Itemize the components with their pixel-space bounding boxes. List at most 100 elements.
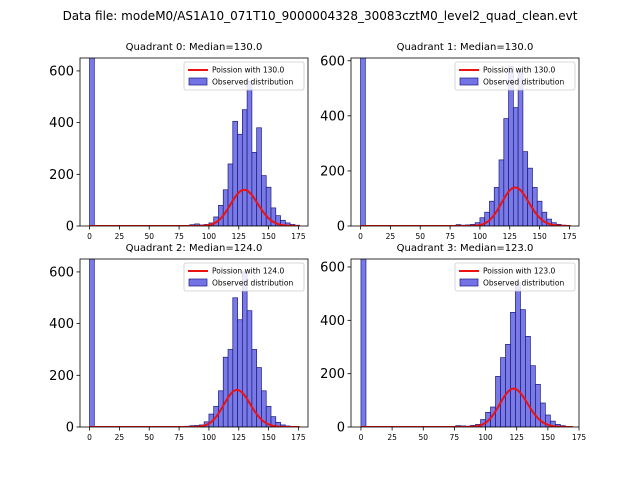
legend-bar-swatch xyxy=(188,77,208,86)
histogram-bar xyxy=(503,118,509,226)
histogram-bar xyxy=(237,319,243,427)
y-tick-label: 600 xyxy=(320,54,345,69)
y-tick-label: 0 xyxy=(66,421,74,436)
histogram-bar xyxy=(498,159,505,226)
histogram-bar xyxy=(522,151,529,226)
x-tick-label: 75 xyxy=(445,232,455,241)
histogram-bar xyxy=(525,335,531,427)
histogram-bar-zero xyxy=(360,58,366,226)
histogram-bar xyxy=(232,297,238,427)
histogram-bar-zero xyxy=(89,259,95,427)
legend-line-label: Poission with 124.0 xyxy=(212,267,285,276)
histogram-bar xyxy=(541,211,548,226)
panel-0: Quadrant 0: Median=130.0 0 200 400 600 0 25 50 7… xyxy=(49,42,309,241)
histogram-bar xyxy=(227,349,234,427)
legend-bar-label: Observed distribution xyxy=(483,279,564,288)
x-tick-label: 50 xyxy=(415,232,425,241)
x-tick-label: 100 xyxy=(478,433,493,442)
x-tick-label: 50 xyxy=(418,433,428,442)
histogram-bar xyxy=(222,356,229,427)
histogram-bar xyxy=(251,151,258,226)
y-tick-label: 600 xyxy=(49,265,74,280)
plot-area xyxy=(89,58,300,226)
x-tick-label: 75 xyxy=(174,232,184,241)
histogram-bar-zero xyxy=(89,58,95,226)
histogram-bar xyxy=(246,310,253,427)
histogram-bar xyxy=(227,163,234,226)
x-tick-label: 75 xyxy=(450,433,460,442)
x-tick-label: 50 xyxy=(144,232,154,241)
y-tick-label: 400 xyxy=(49,317,74,332)
x-tick-label: 175 xyxy=(572,433,587,442)
legend-bar-label: Observed distribution xyxy=(212,78,293,87)
panel-3: Quadrant 3: Median=123.0 0 200 400 600 0 25 50 7… xyxy=(320,243,587,442)
legend-bar-label: Observed distribution xyxy=(212,279,293,288)
x-tick-label: 125 xyxy=(503,232,518,241)
histogram-bar xyxy=(515,282,521,427)
legend-bar-swatch xyxy=(459,278,479,287)
figure-title: Data file: modeM0/AS1A10_071T10_90000043… xyxy=(63,9,578,23)
histogram-bar xyxy=(256,127,262,226)
histogram-bar xyxy=(241,271,248,427)
legend-box xyxy=(183,262,305,292)
legend-bar-swatch xyxy=(188,278,208,287)
y-tick-label: 0 xyxy=(337,421,345,436)
x-tick-label: 100 xyxy=(473,232,488,241)
histogram-bar xyxy=(505,343,511,427)
x-tick-label: 125 xyxy=(232,232,247,241)
legend: Poission with 123.0 Observed distribution xyxy=(454,262,576,292)
histogram-bar xyxy=(232,120,238,226)
axes-frame xyxy=(350,258,580,428)
x-tick-label: 75 xyxy=(174,433,184,442)
x-tick-label: 100 xyxy=(202,232,217,241)
legend-box xyxy=(454,61,576,91)
histogram-bar xyxy=(251,349,258,427)
axes-frame xyxy=(350,57,580,227)
panel-title: Quadrant 2: Median=124.0 xyxy=(126,243,263,254)
histogram-bar xyxy=(532,187,538,226)
x-tick-label: 25 xyxy=(386,232,396,241)
x-tick-label: 25 xyxy=(115,433,125,442)
legend: Poission with 124.0 Observed distribution xyxy=(183,262,305,292)
x-tick-label: 50 xyxy=(144,433,154,442)
histogram-bar xyxy=(517,71,524,226)
legend-box xyxy=(183,61,305,91)
histogram-bar xyxy=(500,357,506,427)
histogram-bar xyxy=(495,375,501,427)
legend-bar-label: Observed distribution xyxy=(483,78,564,87)
panel-1: Quadrant 1: Median=130.0 0 200 400 600 0 25 50 7… xyxy=(320,42,580,241)
y-tick-label: 0 xyxy=(66,220,74,235)
x-tick-label: 25 xyxy=(387,433,397,442)
histogram-bar xyxy=(512,107,519,226)
x-tick-label: 175 xyxy=(562,232,577,241)
panels-layer: Quadrant 0: Median=130.0 0 200 400 600 0 25 50 7… xyxy=(49,42,587,442)
y-tick-label: 600 xyxy=(49,64,74,79)
histogram-bar xyxy=(246,80,253,226)
x-tick-label: 150 xyxy=(261,433,276,442)
x-tick-label: 175 xyxy=(291,433,306,442)
legend: Poission with 130.0 Observed distribution xyxy=(454,61,576,91)
y-tick-label: 200 xyxy=(320,367,345,382)
histogram-bar xyxy=(261,175,267,226)
x-tick-label: 25 xyxy=(115,232,125,241)
x-tick-label: 100 xyxy=(202,433,217,442)
histogram-bar xyxy=(489,200,495,226)
histogram-bar xyxy=(536,200,543,226)
panel-title: Quadrant 1: Median=130.0 xyxy=(397,42,534,53)
y-tick-label: 600 xyxy=(320,261,345,276)
x-tick-label: 150 xyxy=(541,433,556,442)
x-tick-label: 150 xyxy=(261,232,276,241)
x-tick-label: 125 xyxy=(510,433,525,442)
y-tick-label: 200 xyxy=(320,164,345,179)
y-tick-label: 200 xyxy=(49,369,74,384)
histogram-bar xyxy=(241,109,248,226)
legend-line-label: Poission with 130.0 xyxy=(483,66,556,75)
plot-area xyxy=(89,259,300,427)
plot-area xyxy=(360,58,571,226)
axes-frame xyxy=(79,57,309,227)
panel-2: Quadrant 2: Median=124.0 0 200 400 600 0 25 50 7… xyxy=(49,243,309,442)
x-tick-label: 0 xyxy=(87,433,92,442)
legend-line-label: Poission with 130.0 xyxy=(212,66,285,75)
axes-frame xyxy=(79,258,309,428)
histogram-bar-zero xyxy=(360,259,367,427)
